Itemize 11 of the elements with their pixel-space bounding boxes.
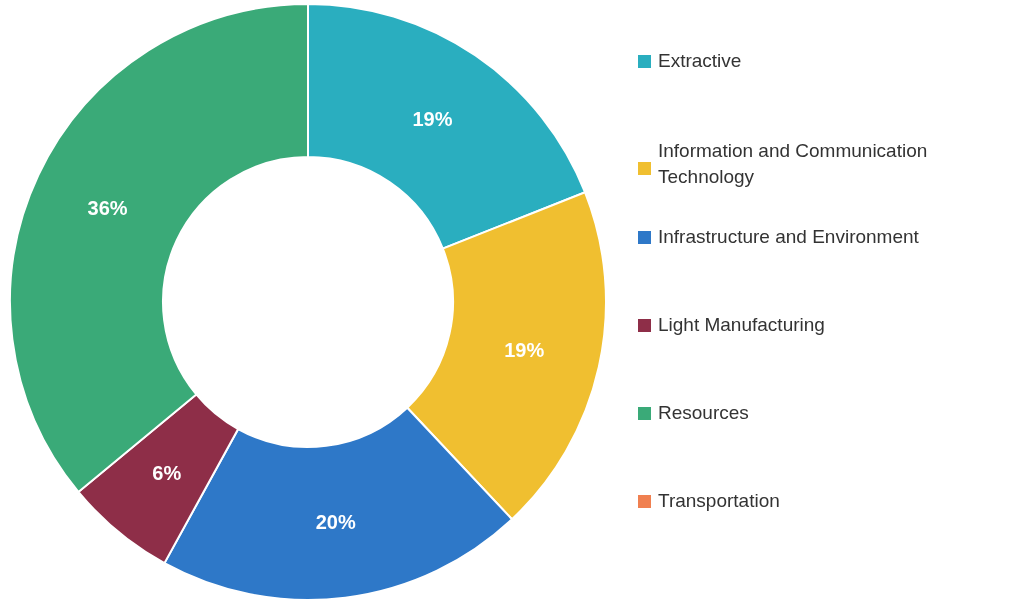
- data-label: 19%: [412, 107, 453, 130]
- data-label: 19%: [504, 339, 545, 362]
- data-label: 6%: [152, 461, 182, 484]
- legend-label: Transportation: [658, 489, 781, 513]
- legend-label: Resources: [658, 401, 750, 425]
- legend-label: Information and Communication Technology: [658, 139, 929, 189]
- legend-label: Extractive: [658, 49, 743, 73]
- legend-label: Light Manufacturing: [658, 313, 826, 337]
- legend-label: Infrastructure and Environment: [658, 225, 920, 249]
- data-label: 20%: [315, 510, 356, 533]
- data-label: 36%: [87, 196, 128, 219]
